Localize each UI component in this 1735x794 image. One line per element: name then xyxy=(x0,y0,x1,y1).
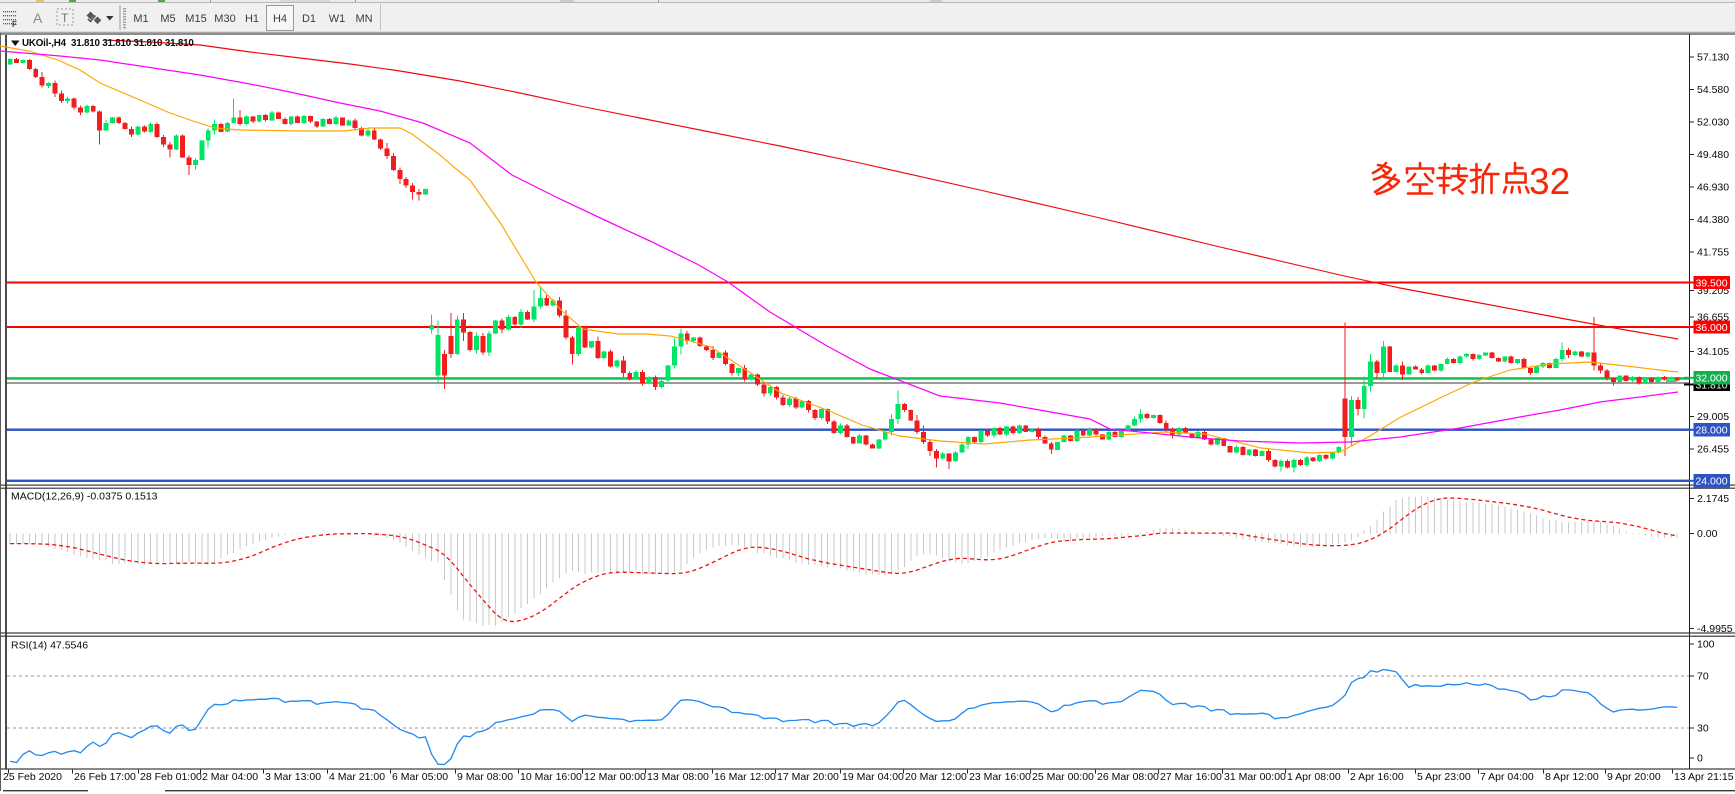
svg-text:13 Mar 08:00: 13 Mar 08:00 xyxy=(647,771,709,783)
svg-text:19 Mar 04:00: 19 Mar 04:00 xyxy=(842,771,904,783)
svg-text:39.500: 39.500 xyxy=(1695,277,1727,289)
svg-text:44.380: 44.380 xyxy=(1697,214,1729,226)
svg-text:0.00: 0.00 xyxy=(1697,528,1718,540)
svg-text:9 Apr 20:00: 9 Apr 20:00 xyxy=(1607,771,1661,783)
svg-text:16 Mar 12:00: 16 Mar 12:00 xyxy=(714,771,776,783)
svg-text:0: 0 xyxy=(1697,753,1703,765)
svg-text:T: T xyxy=(61,11,69,25)
svg-text:M15: M15 xyxy=(185,13,206,25)
svg-text:32: 32 xyxy=(1529,161,1570,202)
svg-text:70: 70 xyxy=(1697,671,1709,683)
svg-text:H1: H1 xyxy=(245,13,259,25)
svg-text:MN: MN xyxy=(355,13,372,25)
svg-text:26.455: 26.455 xyxy=(1697,444,1729,456)
svg-text:54.580: 54.580 xyxy=(1697,84,1729,96)
svg-text:M1: M1 xyxy=(133,13,148,25)
svg-text:6 Mar 05:00: 6 Mar 05:00 xyxy=(392,771,448,783)
svg-text:2 Mar 04:00: 2 Mar 04:00 xyxy=(202,771,258,783)
svg-text:32.000: 32.000 xyxy=(1695,373,1727,385)
svg-text:D1: D1 xyxy=(302,13,316,25)
svg-text:100: 100 xyxy=(1697,639,1715,651)
svg-text:H4: H4 xyxy=(273,13,287,25)
svg-text:29.005: 29.005 xyxy=(1697,411,1729,423)
svg-text:-4.9955: -4.9955 xyxy=(1697,623,1733,635)
svg-text:UKOil-,H4 31.810 31.810 31.81: UKOil-,H4 31.810 31.810 31.810 31.810 xyxy=(22,38,194,49)
svg-text:52.030: 52.030 xyxy=(1697,117,1729,129)
svg-text:7 Apr 04:00: 7 Apr 04:00 xyxy=(1480,771,1534,783)
svg-text:RSI(14) 47.5546: RSI(14) 47.5546 xyxy=(11,640,88,652)
svg-text:2.1745: 2.1745 xyxy=(1697,493,1729,505)
svg-text:10 Mar 16:00: 10 Mar 16:00 xyxy=(520,771,582,783)
svg-text:MACD(12,26,9) -0.0375 0.1513: MACD(12,26,9) -0.0375 0.1513 xyxy=(11,491,158,503)
svg-text:M5: M5 xyxy=(160,13,175,25)
svg-text:M30: M30 xyxy=(214,13,235,25)
svg-text:F: F xyxy=(12,20,17,29)
svg-text:W1: W1 xyxy=(329,13,346,25)
svg-text:41.755: 41.755 xyxy=(1697,247,1729,259)
svg-text:28 Feb 01:00: 28 Feb 01:00 xyxy=(140,771,202,783)
svg-text:30: 30 xyxy=(1697,723,1709,735)
svg-text:13 Apr 21:15: 13 Apr 21:15 xyxy=(1674,771,1734,783)
svg-text:4 Mar 21:00: 4 Mar 21:00 xyxy=(329,771,385,783)
svg-text:20 Mar 12:00: 20 Mar 12:00 xyxy=(905,771,967,783)
svg-text:36.000: 36.000 xyxy=(1695,322,1727,334)
svg-text:57.130: 57.130 xyxy=(1697,52,1729,64)
svg-text:2 Apr 16:00: 2 Apr 16:00 xyxy=(1350,771,1404,783)
svg-text:31 Mar 00:00: 31 Mar 00:00 xyxy=(1224,771,1286,783)
svg-text:26 Mar 08:00: 26 Mar 08:00 xyxy=(1097,771,1159,783)
svg-text:49.480: 49.480 xyxy=(1697,149,1729,161)
svg-text:8 Apr 12:00: 8 Apr 12:00 xyxy=(1545,771,1599,783)
svg-text:5 Apr 23:00: 5 Apr 23:00 xyxy=(1417,771,1471,783)
svg-text:12 Mar 00:00: 12 Mar 00:00 xyxy=(584,771,646,783)
svg-text:17 Mar 20:00: 17 Mar 20:00 xyxy=(777,771,839,783)
svg-text:24.000: 24.000 xyxy=(1695,476,1727,488)
svg-text:27 Mar 16:00: 27 Mar 16:00 xyxy=(1160,771,1222,783)
svg-text:3 Mar 13:00: 3 Mar 13:00 xyxy=(265,771,321,783)
svg-text:1 Apr 08:00: 1 Apr 08:00 xyxy=(1287,771,1341,783)
svg-text:34.105: 34.105 xyxy=(1697,346,1729,358)
svg-text:A: A xyxy=(33,10,43,26)
svg-text:28.000: 28.000 xyxy=(1695,425,1727,437)
svg-text:25 Mar 00:00: 25 Mar 00:00 xyxy=(1032,771,1094,783)
svg-text:9 Mar 08:00: 9 Mar 08:00 xyxy=(457,771,513,783)
svg-text:26 Feb 17:00: 26 Feb 17:00 xyxy=(74,771,136,783)
svg-text:46.930: 46.930 xyxy=(1697,182,1729,194)
svg-text:25 Feb 2020: 25 Feb 2020 xyxy=(3,771,62,783)
svg-text:23 Mar 16:00: 23 Mar 16:00 xyxy=(969,771,1031,783)
